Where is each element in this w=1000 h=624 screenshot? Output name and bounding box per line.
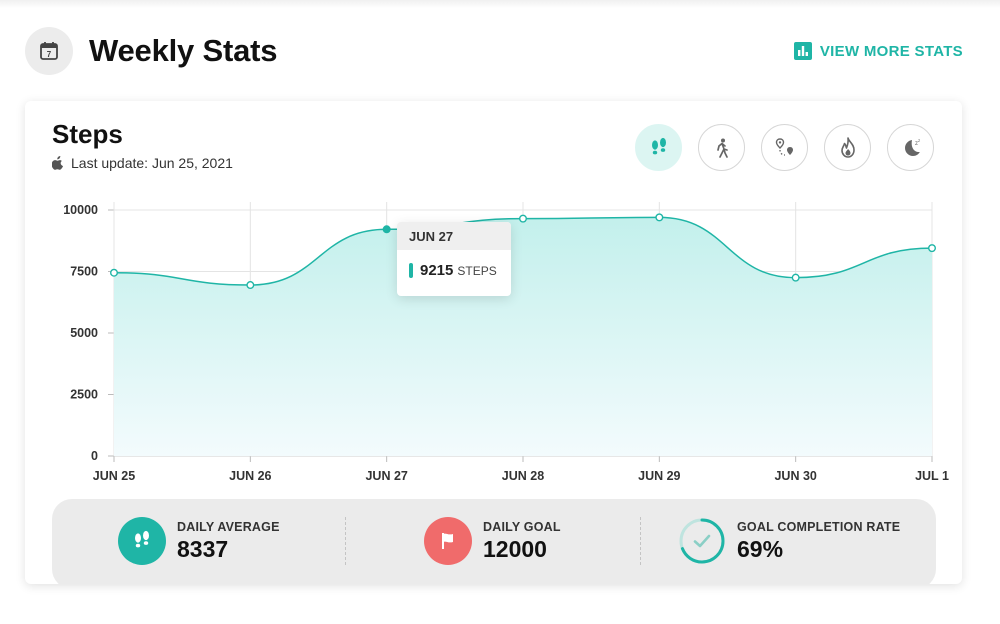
page-title: Weekly Stats — [89, 33, 278, 68]
last-update: Last update: Jun 25, 2021 — [52, 155, 233, 171]
calendar-icon: 7 — [25, 27, 73, 75]
x-tick-label: JUN 27 — [365, 469, 407, 483]
view-more-stats-link[interactable]: VIEW MORE STATS — [793, 42, 963, 60]
y-axis-labels: 0 2500 5000 7500 10000 — [63, 203, 98, 463]
check-icon — [678, 517, 726, 565]
stat-value: 8337 — [177, 535, 229, 562]
tooltip-unit: STEPS — [457, 263, 497, 278]
apple-icon — [52, 156, 64, 170]
data-point — [382, 225, 391, 234]
flag-icon — [424, 517, 472, 565]
route-icon — [775, 137, 793, 156]
x-tick-label: JUN 28 — [502, 469, 544, 483]
divider — [345, 517, 346, 565]
steps-area — [114, 217, 932, 456]
tab-sleep[interactable]: z z — [887, 124, 934, 171]
x-tick-label: JUN 29 — [638, 469, 680, 483]
last-update-text: Last update: Jun 25, 2021 — [71, 155, 233, 171]
data-point — [928, 244, 937, 253]
stat-value: 12000 — [483, 535, 547, 562]
x-tick-label: JUL 1 — [915, 469, 949, 483]
y-tick-label: 7500 — [70, 265, 98, 279]
divider — [640, 517, 641, 565]
footprints-icon — [118, 517, 166, 565]
stat-label: DAILY AVERAGE — [177, 519, 280, 534]
calendar-day: 7 — [47, 50, 52, 59]
page-header: 7 Weekly Stats VIEW MORE STATS — [25, 25, 965, 77]
top-shadow — [0, 0, 1000, 8]
stats-summary: DAILY AVERAGE 8337 DAILY GOAL 12000 — [52, 499, 936, 584]
y-tick-label: 10000 — [63, 203, 98, 217]
x-tick-label: JUN 26 — [229, 469, 271, 483]
data-point — [109, 268, 118, 277]
stat-goal-completion: GOAL COMPLETION RATE 69% — [678, 517, 900, 565]
tooltip-value: 9215 — [420, 262, 454, 279]
tab-walking[interactable] — [698, 124, 745, 171]
chart-tooltip: JUN 27 9215 STEPS — [397, 222, 511, 296]
stat-value: 69% — [737, 535, 784, 562]
completion-ring-fill — [679, 518, 725, 564]
data-points — [109, 213, 937, 290]
footprints-icon — [651, 137, 666, 154]
y-tick-label: 0 — [91, 449, 98, 463]
tab-distance[interactable] — [761, 124, 808, 171]
svg-text:z: z — [915, 141, 918, 147]
data-point — [655, 213, 664, 222]
y-tick-label: 2500 — [70, 388, 98, 402]
data-point — [246, 281, 255, 290]
x-tick-label: JUN 30 — [774, 469, 816, 483]
tooltip-date: JUN 27 — [397, 222, 511, 250]
stat-daily-average: DAILY AVERAGE 8337 — [118, 517, 280, 565]
stat-label: DAILY GOAL — [483, 519, 561, 534]
metric-tabs: z z — [635, 124, 950, 171]
moon-icon: z z — [904, 138, 921, 156]
view-more-label: VIEW MORE STATS — [819, 42, 963, 60]
flame-icon — [840, 136, 855, 158]
tab-calories[interactable] — [824, 124, 871, 171]
svg-text:z: z — [918, 138, 921, 143]
stat-daily-goal: DAILY GOAL 12000 — [424, 517, 561, 565]
tooltip-series-marker — [409, 263, 413, 278]
card-title: Steps — [52, 119, 123, 149]
walking-icon — [716, 138, 728, 158]
tab-steps[interactable] — [635, 124, 682, 171]
y-tick-label: 5000 — [70, 326, 98, 340]
x-tick-label: JUN 25 — [93, 469, 135, 483]
stat-label: GOAL COMPLETION RATE — [737, 519, 901, 534]
data-point — [519, 214, 528, 223]
data-point — [791, 273, 800, 282]
bar-chart-icon — [793, 42, 812, 60]
x-axis-labels: JUN 25 JUN 26 JUN 27 JUN 28 JUN 29 JUN 30 JUL … — [93, 469, 949, 483]
steps-card: Steps Last update: Jun 25, 2021 — [25, 101, 962, 584]
